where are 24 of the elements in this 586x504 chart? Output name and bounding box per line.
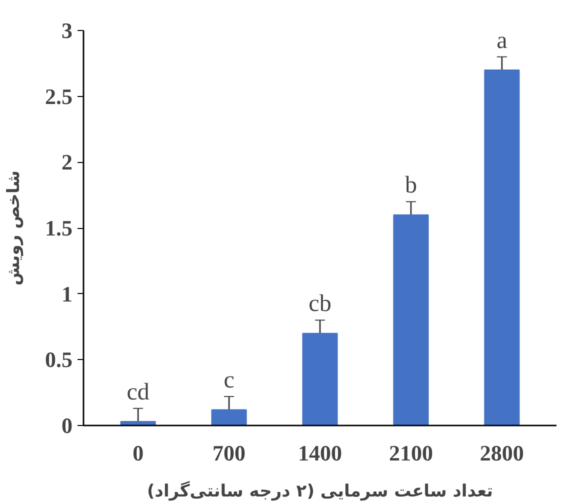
annotation: a (496, 28, 508, 54)
annotation: cd (126, 379, 150, 406)
y-tick-label: 2.5 (45, 84, 72, 109)
bar (393, 214, 429, 426)
y-tick-label: 1.5 (45, 216, 72, 240)
annotation: b (404, 172, 417, 199)
x-axis-title: تعداد ساعت سرمایی (۲ درجه سانتی‌گراد) (146, 480, 494, 502)
y-tick-label: 2 (62, 150, 72, 175)
y-tick-label: 0 (62, 413, 72, 438)
bar (211, 409, 247, 426)
x-tick-label: 700 (212, 440, 246, 466)
x-tick-label: 0 (132, 440, 144, 466)
x-tick-label: 1400 (298, 440, 342, 466)
annotation: c (224, 368, 234, 394)
bar (302, 332, 338, 426)
y-tick-label: 3 (62, 18, 72, 43)
y-axis-title: شاخص رویش (4, 170, 24, 286)
y-tick-label: 1 (62, 281, 72, 306)
annotation: cb (308, 291, 332, 318)
x-tick-label: 2800 (480, 440, 524, 466)
bar (484, 70, 520, 426)
bar (120, 421, 156, 426)
x-tick-label: 2100 (388, 440, 433, 466)
y-tick-label: 0.5 (45, 347, 72, 372)
